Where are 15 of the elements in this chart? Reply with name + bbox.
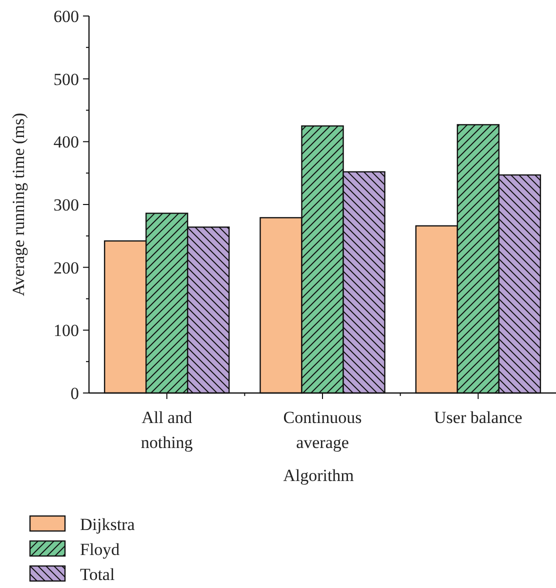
y-tick-label: 100 bbox=[54, 321, 79, 340]
y-tick-label: 200 bbox=[54, 258, 79, 278]
x-tick-label: Continuous average bbox=[283, 408, 362, 452]
legend-label: Total bbox=[80, 564, 115, 584]
x-tick-label: User balance bbox=[434, 408, 522, 427]
x-axis-title: Algorithm bbox=[283, 466, 354, 485]
x-tick-label: All and nothing bbox=[140, 408, 194, 452]
y-tick-label: 500 bbox=[54, 70, 79, 89]
y-tick-label: 0 bbox=[70, 384, 79, 403]
y-axis-title: Average running time (ms) bbox=[9, 112, 28, 296]
y-tick-label: 400 bbox=[54, 132, 79, 152]
legend-label: Dijkstra bbox=[80, 514, 136, 534]
legend-label: Floyd bbox=[80, 540, 120, 559]
y-tick-label: 300 bbox=[54, 195, 79, 214]
y-tick-label: 600 bbox=[54, 6, 79, 26]
